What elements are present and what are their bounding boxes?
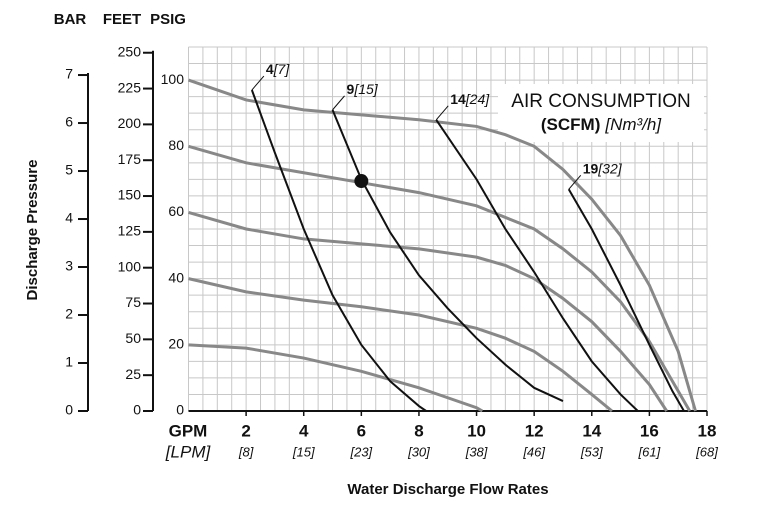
x-tick-label: 8 bbox=[414, 421, 423, 440]
feet-tick-label: 150 bbox=[118, 187, 142, 203]
y-tick-label: 80 bbox=[168, 137, 184, 153]
label-leader bbox=[332, 95, 345, 111]
consumption-label: 9[15] bbox=[347, 81, 379, 97]
legend-box bbox=[498, 84, 704, 142]
pressure-curve bbox=[188, 144, 692, 412]
x-tick-metric-label: [68] bbox=[695, 444, 718, 459]
consumption-name: 19 bbox=[583, 160, 599, 176]
bar-tick-label: 7 bbox=[65, 66, 73, 82]
legend-unit-metric: [Nm³/h] bbox=[604, 115, 662, 134]
feet-tick-label: 100 bbox=[118, 258, 142, 274]
x-tick-label: 18 bbox=[698, 421, 717, 440]
x-tick-label: 4 bbox=[299, 421, 309, 440]
x-tick-metric-label: [53] bbox=[580, 444, 603, 459]
x-axis-title: Water Discharge Flow Rates bbox=[347, 481, 548, 498]
feet-tick-label: 225 bbox=[118, 79, 142, 95]
x-unit-metric: [LPM] bbox=[165, 442, 212, 461]
pressure-curve bbox=[188, 277, 613, 413]
y-tick-label: 20 bbox=[168, 336, 184, 352]
feet-tick-label: 0 bbox=[133, 402, 141, 418]
consumption-name: 4 bbox=[266, 61, 274, 77]
x-tick-metric-label: [30] bbox=[407, 444, 430, 459]
x-tick-label: 2 bbox=[241, 421, 250, 440]
x-unit: GPM bbox=[169, 421, 208, 440]
label-leader bbox=[251, 75, 265, 91]
y-tick-label: 40 bbox=[168, 269, 184, 285]
consumption-line bbox=[331, 109, 564, 402]
consumption-label: 14[24] bbox=[450, 91, 490, 107]
x-tick-metric-label: [38] bbox=[465, 444, 488, 459]
consumption-label: 19[32] bbox=[583, 160, 623, 176]
consumption-label: 4[7] bbox=[266, 61, 290, 77]
y-axis-title: Discharge Pressure bbox=[24, 160, 41, 301]
y-tick-label: 0 bbox=[176, 402, 184, 418]
consumption-line bbox=[435, 119, 639, 412]
psig-header: PSIG bbox=[150, 11, 186, 28]
bar-tick-label: 1 bbox=[65, 354, 73, 370]
legend-unit-line: (SCFM) [Nm³/h] bbox=[541, 115, 662, 134]
x-tick-label: 12 bbox=[525, 421, 544, 440]
consumption-metric: [24] bbox=[465, 91, 490, 107]
pressure-curve bbox=[188, 343, 484, 413]
bar-tick-label: 5 bbox=[65, 162, 73, 178]
label-leader bbox=[435, 105, 449, 121]
feet-tick-label: 50 bbox=[125, 330, 141, 346]
label-leader bbox=[568, 174, 582, 190]
consumption-name: 14 bbox=[450, 91, 466, 107]
x-tick-metric-label: [15] bbox=[292, 444, 315, 459]
pressure-curve bbox=[188, 78, 697, 412]
consumption-name: 9 bbox=[347, 81, 355, 97]
consumption-metric: [32] bbox=[597, 160, 622, 176]
x-tick-metric-label: [8] bbox=[238, 444, 254, 459]
bar-tick-label: 4 bbox=[65, 210, 73, 226]
feet-tick-label: 125 bbox=[118, 223, 142, 239]
legend-title: AIR CONSUMPTION bbox=[511, 91, 690, 112]
x-tick-label: 16 bbox=[640, 421, 659, 440]
feet-tick-label: 250 bbox=[118, 43, 142, 59]
operating-point bbox=[354, 174, 369, 189]
feet-tick-label: 75 bbox=[125, 294, 141, 310]
x-tick-metric-label: [23] bbox=[349, 444, 372, 459]
feet-header: FEET bbox=[103, 11, 141, 28]
x-tick-metric-label: [61] bbox=[638, 444, 661, 459]
feet-tick-label: 200 bbox=[118, 115, 142, 131]
x-tick-metric-label: [46] bbox=[522, 444, 545, 459]
feet-tick-label: 175 bbox=[118, 151, 142, 167]
bar-tick-label: 3 bbox=[65, 258, 73, 274]
bar-tick-label: 6 bbox=[65, 114, 73, 130]
x-tick-label: 14 bbox=[582, 421, 601, 440]
consumption-metric: [7] bbox=[273, 61, 291, 77]
bar-header: BAR bbox=[54, 11, 87, 28]
consumption-line bbox=[567, 188, 685, 412]
x-tick-label: 10 bbox=[467, 421, 486, 440]
feet-tick-label: 25 bbox=[125, 366, 141, 382]
consumption-line bbox=[250, 89, 427, 412]
x-tick-label: 6 bbox=[357, 421, 366, 440]
bar-tick-label: 2 bbox=[65, 306, 73, 322]
pressure-curve bbox=[188, 211, 668, 412]
bar-tick-label: 0 bbox=[65, 402, 73, 418]
y-tick-label: 100 bbox=[161, 71, 185, 87]
legend-unit: (SCFM) bbox=[541, 115, 600, 134]
consumption-metric: [15] bbox=[353, 81, 378, 97]
y-tick-label: 60 bbox=[168, 203, 184, 219]
